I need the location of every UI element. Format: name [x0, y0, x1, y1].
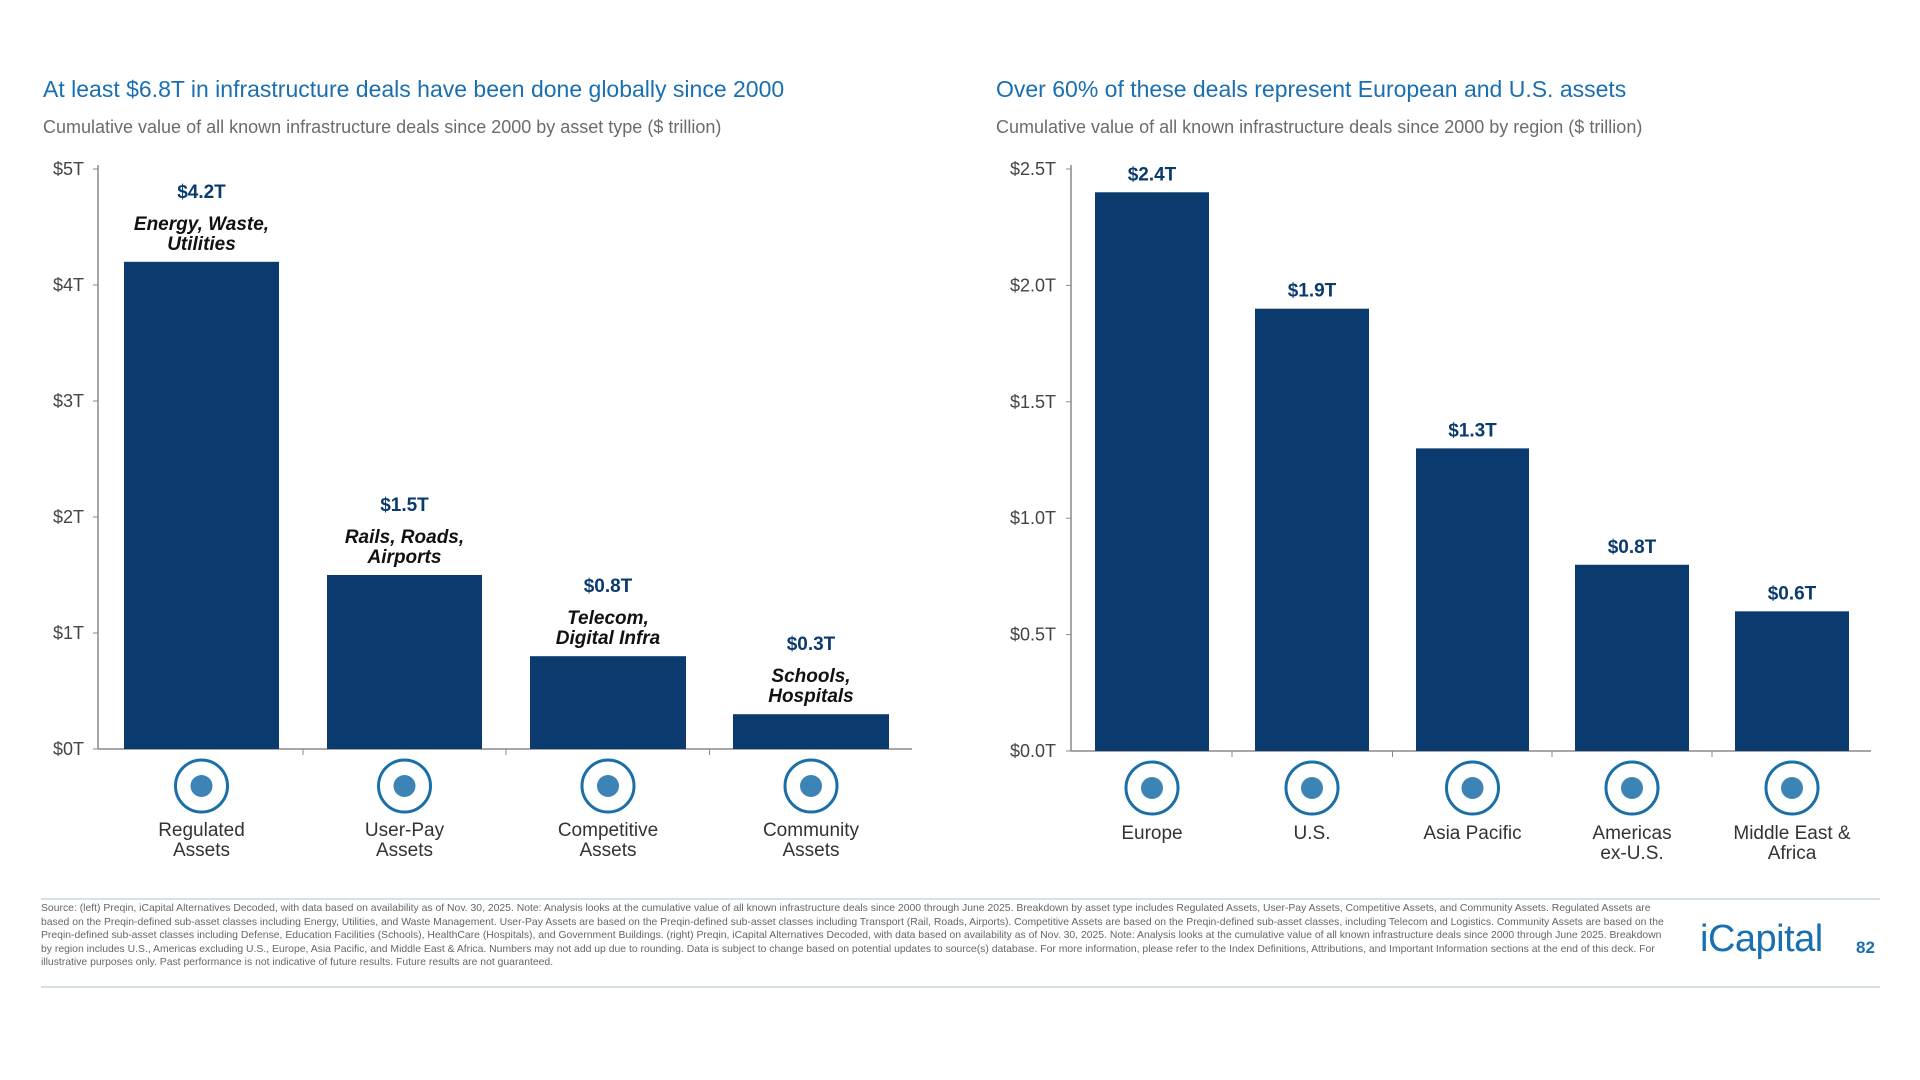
bar-annotation: Airports — [367, 547, 442, 568]
bar-annotation: Energy, Waste, — [134, 214, 269, 235]
europe-map-icon-glyph — [1141, 777, 1163, 799]
power-plant-icon-glyph — [190, 775, 213, 797]
charts-canvas: $0T $1T $2T $3T $4T $5T Energy, Waste,Utilitie… — [53, 159, 1871, 864]
x-category-label: Asia Pacific — [1423, 823, 1521, 844]
bar-americas-ex-u-s- — [1575, 564, 1689, 751]
right-chart-title: Over 60% of these deals represent Europe… — [996, 76, 1627, 102]
bar-asia-pacific — [1416, 448, 1529, 751]
bar-middle-east-africa — [1735, 611, 1849, 751]
bar-competitive-assets — [530, 656, 686, 749]
x-category-label: Africa — [1768, 843, 1817, 864]
y-tick-label: $2.5T — [1010, 159, 1056, 179]
x-category-label: U.S. — [1294, 823, 1331, 844]
x-category-label: Assets — [173, 840, 230, 861]
x-category-label: Community — [763, 820, 860, 841]
x-category-label: Assets — [376, 840, 433, 861]
airplane-icon-glyph — [393, 775, 416, 797]
y-tick-label: $2T — [53, 507, 84, 527]
footer-source-note: Source: (left) Preqin, iCapital Alternat… — [41, 903, 1664, 969]
y-tick-label: $1.0T — [1010, 508, 1056, 528]
data-label: $2.4T — [1128, 164, 1177, 185]
icapital-logo: iCapital — [1700, 918, 1823, 960]
x-category-label: User-Pay — [365, 820, 445, 841]
us-map-icon-glyph — [1301, 777, 1323, 799]
x-category-label: Europe — [1121, 823, 1182, 844]
left-chart-subtitle: Cumulative value of all known infrastruc… — [43, 117, 722, 137]
x-category-label: Assets — [579, 840, 636, 861]
y-tick-label: $1T — [53, 623, 84, 643]
x-category-label: Regulated — [158, 820, 245, 841]
bar-annotation: Telecom, — [567, 608, 649, 629]
footer-bottom-rule — [41, 986, 1880, 988]
bar-annotation: Schools, — [771, 666, 850, 687]
data-label: $0.8T — [584, 576, 633, 597]
y-tick-label: $0T — [53, 739, 84, 759]
bar-community-assets — [733, 714, 889, 749]
x-category-label: Americas — [1592, 823, 1671, 844]
footer-top-rule — [41, 898, 1880, 900]
x-category-label: Middle East & — [1733, 823, 1851, 844]
bar-annotation: Hospitals — [768, 686, 854, 707]
americas-map-icon-glyph — [1621, 777, 1643, 799]
left-chart-title: At least $6.8T in infrastructure deals h… — [43, 76, 785, 102]
right-chart-subtitle: Cumulative value of all known infrastruc… — [996, 117, 1643, 137]
y-tick-label: $3T — [53, 391, 84, 411]
data-label: $0.8T — [1608, 537, 1657, 558]
school-building-icon-glyph — [800, 775, 822, 797]
y-tick-label: $0.0T — [1010, 741, 1056, 761]
x-category-label: ex-U.S. — [1600, 843, 1663, 864]
data-label: $1.5T — [380, 495, 429, 516]
africa-map-icon-glyph — [1781, 777, 1803, 799]
y-tick-label: $4T — [53, 275, 84, 295]
data-label: $1.9T — [1288, 281, 1337, 302]
x-category-label: Assets — [782, 840, 839, 861]
bar-annotation: Utilities — [167, 234, 236, 255]
bar-annotation: Digital Infra — [556, 628, 661, 649]
y-tick-label: $5T — [53, 159, 84, 179]
data-label: $1.3T — [1448, 420, 1497, 441]
x-category-label: Competitive — [558, 820, 658, 841]
asia-pacific-map-icon-glyph — [1461, 777, 1484, 799]
bar-u-s- — [1255, 308, 1369, 751]
page-number: 82 — [1856, 938, 1875, 957]
bar-user-pay-assets — [327, 575, 482, 749]
data-label: $0.3T — [787, 634, 836, 655]
bar-regulated-assets — [124, 261, 279, 749]
bar-europe — [1095, 192, 1209, 751]
cell-tower-icon-glyph — [597, 775, 619, 797]
y-tick-label: $0.5T — [1010, 625, 1056, 645]
y-tick-label: $1.5T — [1010, 392, 1056, 412]
y-tick-label: $2.0T — [1010, 275, 1056, 295]
bar-annotation: Rails, Roads, — [345, 527, 464, 548]
data-label: $0.6T — [1768, 583, 1817, 604]
data-label: $4.2T — [177, 182, 226, 203]
